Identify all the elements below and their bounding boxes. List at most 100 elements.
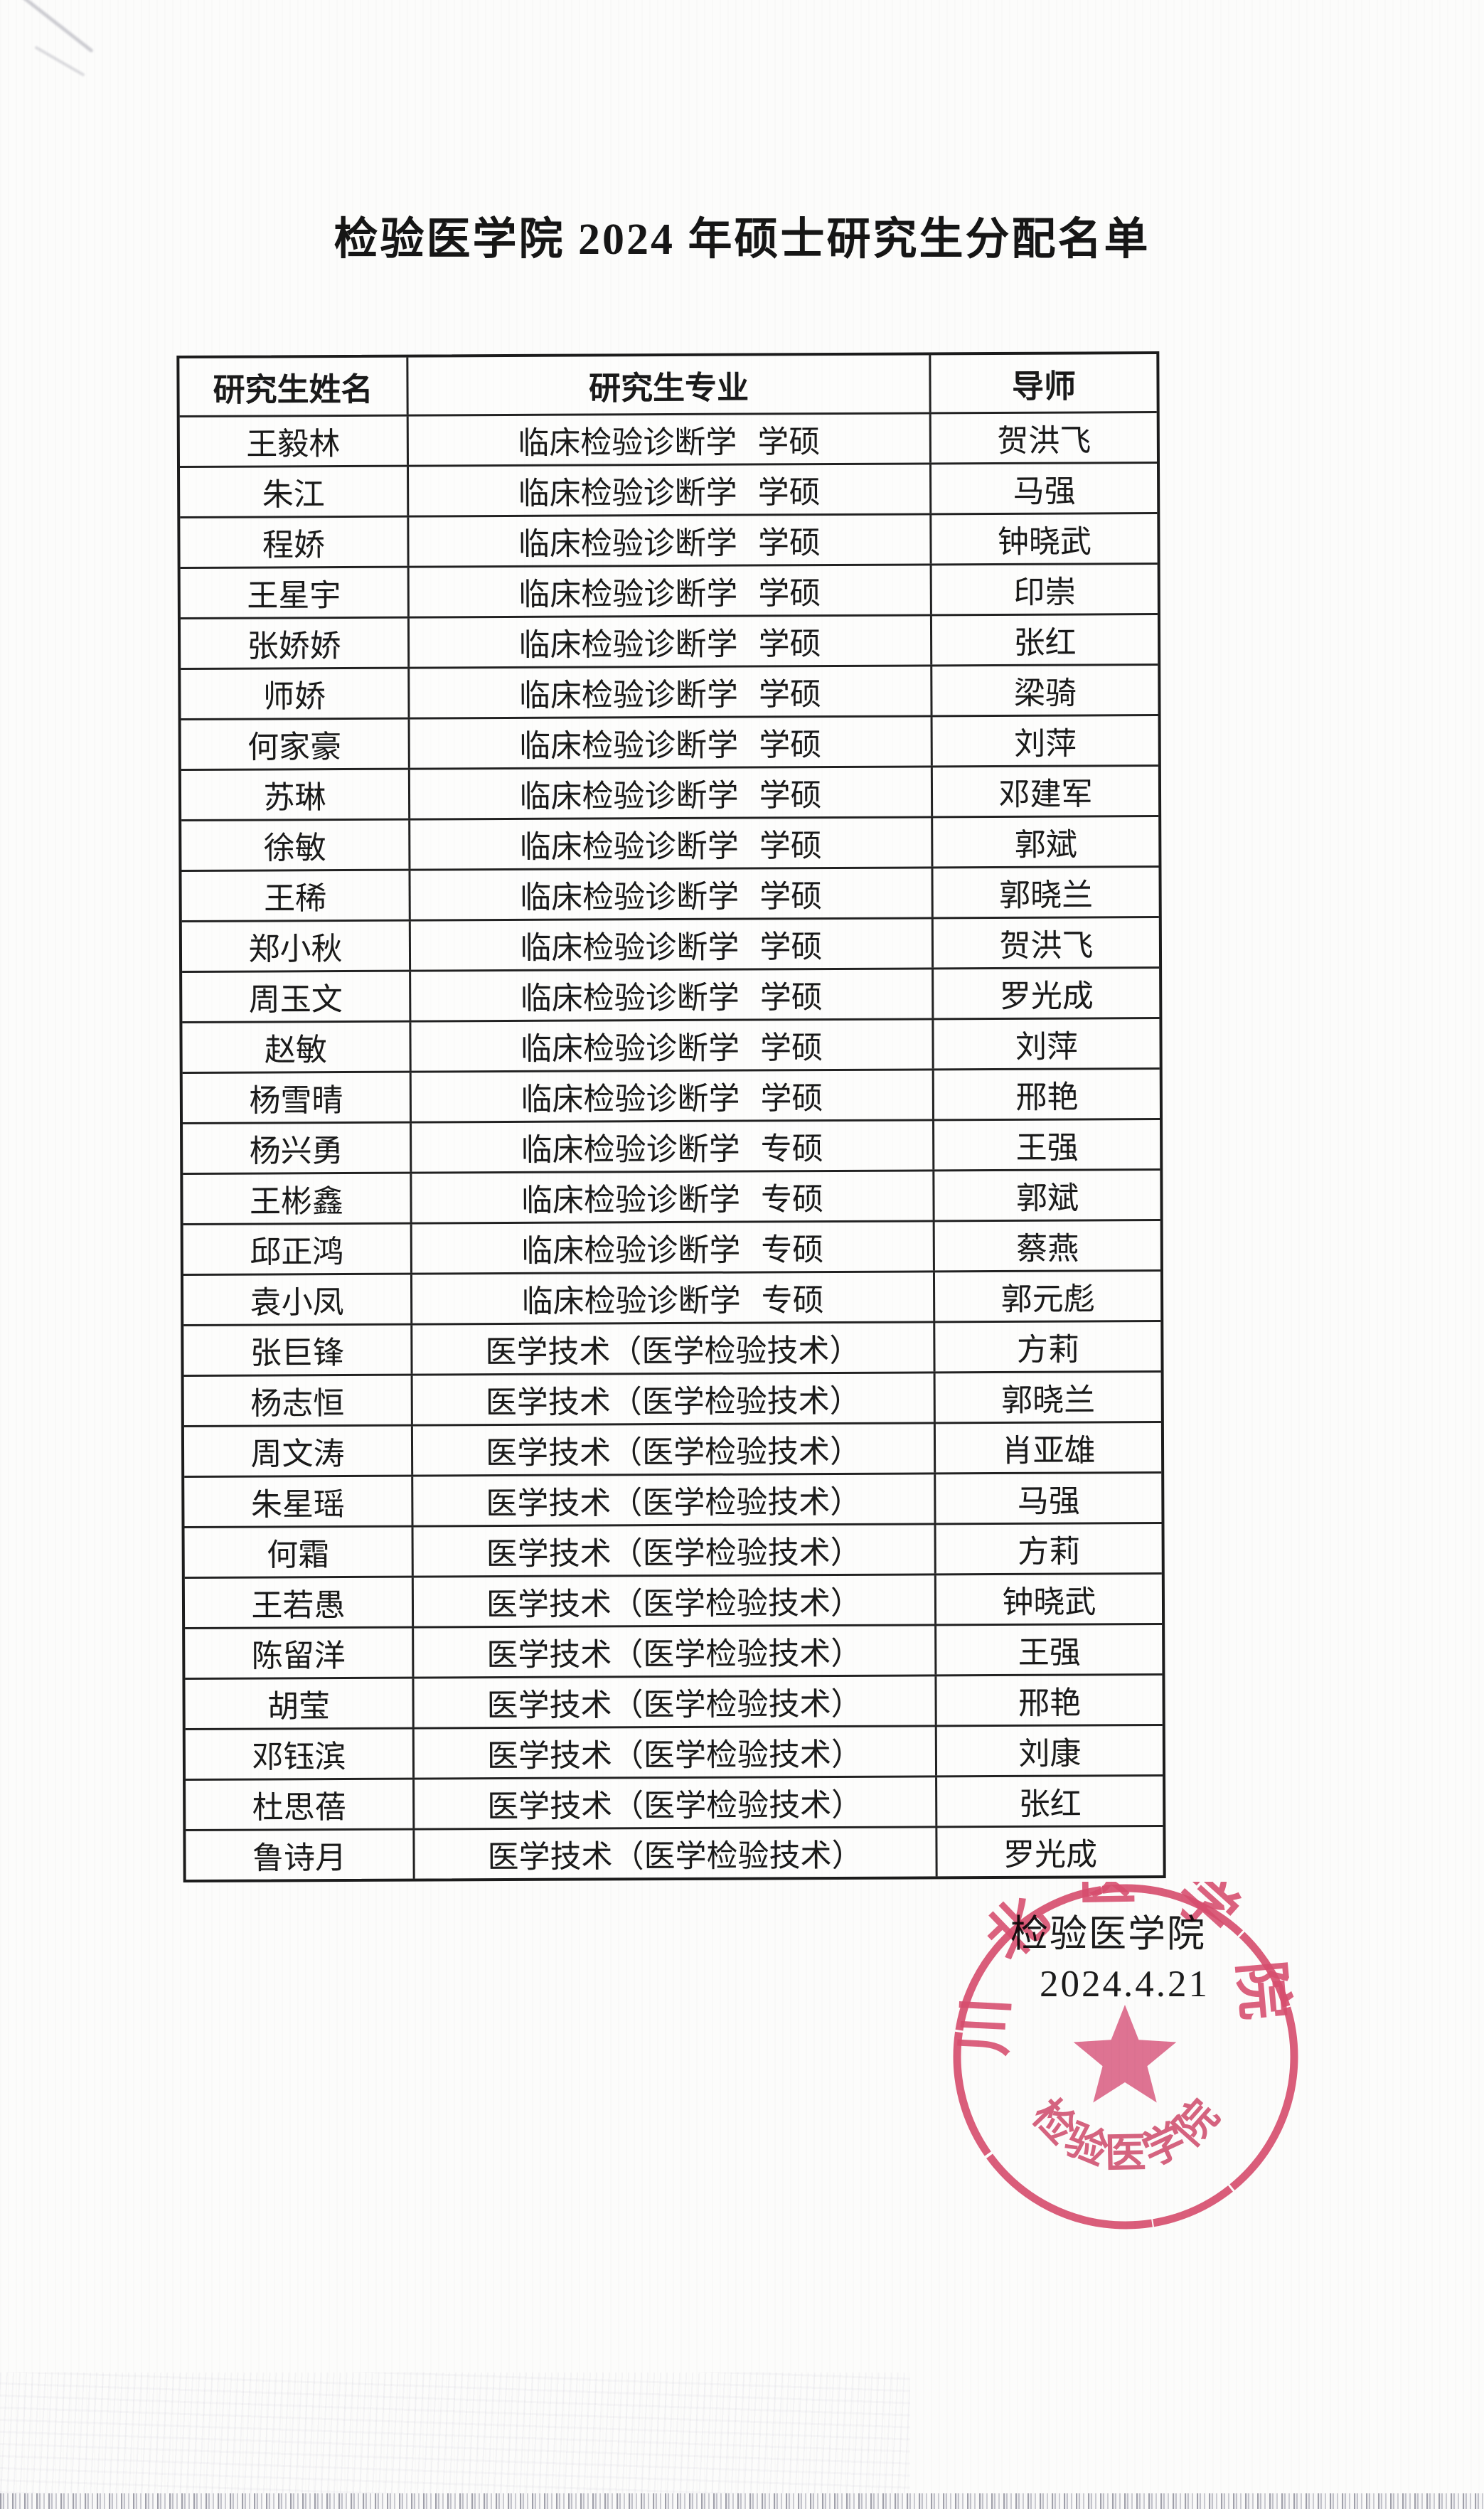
advisor-cell: 蔡燕 bbox=[1016, 1231, 1079, 1267]
table-row: 程娇 临床检验诊断学 学硕 钟晓武 bbox=[180, 512, 1158, 568]
table-row: 朱星瑶 医学技术（医学检验技术） 马强 bbox=[184, 1471, 1162, 1526]
advisor-cell: 方莉 bbox=[1016, 1332, 1080, 1368]
table-row: 赵敏 临床检验诊断学 学硕 刘萍 bbox=[182, 1017, 1160, 1072]
stamp-typed-date: 2024.4.21 bbox=[1040, 1964, 1210, 2005]
student-name-cell: 周玉文 bbox=[182, 971, 412, 1021]
table-row: 王毅林 临床检验诊断学 学硕 贺洪飞 bbox=[179, 411, 1157, 467]
table-row: 郑小秋 临床检验诊断学 学硕 贺洪飞 bbox=[181, 916, 1160, 971]
table-header-row: 研究生姓名 研究生专业 导师 bbox=[179, 354, 1156, 416]
major-cell: 临床检验诊断学 学硕 bbox=[409, 565, 932, 617]
student-name-cell: 王稀 bbox=[181, 870, 411, 921]
major-cell: 临床检验诊断学 学硕 bbox=[410, 868, 934, 920]
student-name-cell: 邓钰滨 bbox=[185, 1729, 415, 1779]
seal-star-icon bbox=[1073, 2005, 1177, 2103]
student-name-cell: 杨志恒 bbox=[183, 1375, 413, 1425]
table-row: 张娇娇 临床检验诊断学 学硕 张红 bbox=[180, 613, 1158, 668]
student-name-cell: 王毅林 bbox=[179, 416, 409, 467]
table-row: 杜思蓓 医学技术（医学检验技术） 张红 bbox=[186, 1774, 1163, 1829]
student-name-cell: 师娇 bbox=[181, 668, 410, 719]
document-title: 检验医学院 2024 年硕士研究生分配名单 bbox=[333, 215, 1151, 264]
advisor-cell: 邢艳 bbox=[1015, 1080, 1079, 1115]
table-row: 胡莹 医学技术（医学检验技术） 邢艳 bbox=[185, 1673, 1163, 1728]
student-name-cell: 郑小秋 bbox=[181, 921, 412, 971]
table-row: 徐敏 临床检验诊断学 学硕 郭斌 bbox=[181, 815, 1159, 870]
student-name-cell: 杨雪晴 bbox=[182, 1072, 412, 1122]
table-row: 杨雪晴 临床检验诊断学 学硕 邢艳 bbox=[182, 1067, 1160, 1122]
major-cell: 医学技术（医学检验技术） bbox=[412, 1373, 936, 1424]
advisor-cell: 刘萍 bbox=[1015, 1029, 1079, 1065]
advisor-cell: 郭斌 bbox=[1014, 827, 1077, 863]
advisor-cell: 张红 bbox=[1013, 625, 1077, 661]
seal-ring bbox=[953, 1884, 1298, 2230]
table-row: 杨志恒 医学技术（医学检验技术） 郭晓兰 bbox=[183, 1370, 1161, 1425]
table-row: 王彬鑫 临床检验诊断学 专硕 郭斌 bbox=[183, 1168, 1160, 1223]
student-name-cell: 周文涛 bbox=[183, 1426, 414, 1476]
scan-smudge bbox=[18, 0, 94, 53]
major-cell: 医学技术（医学检验技术） bbox=[414, 1727, 938, 1778]
table-row: 张巨锋 医学技术（医学检验技术） 方莉 bbox=[183, 1319, 1161, 1375]
table-row: 苏琳 临床检验诊断学 学硕 邓建军 bbox=[181, 765, 1159, 820]
advisor-cell: 马强 bbox=[1013, 474, 1076, 509]
major-cell: 医学技术（医学检验技术） bbox=[415, 1828, 938, 1879]
major-cell: 临床检验诊断学 学硕 bbox=[410, 767, 934, 819]
advisor-cell: 马强 bbox=[1017, 1483, 1080, 1519]
student-name-cell: 胡莹 bbox=[185, 1678, 415, 1728]
advisor-cell: 郭晓兰 bbox=[999, 878, 1094, 913]
major-cell: 临床检验诊断学 学硕 bbox=[410, 666, 933, 718]
student-name-cell: 程娇 bbox=[180, 517, 410, 568]
major-cell: 医学技术（医学检验技术） bbox=[412, 1424, 936, 1475]
major-cell: 医学技术（医学检验技术） bbox=[412, 1323, 936, 1374]
student-name-cell: 袁小凤 bbox=[183, 1274, 413, 1324]
student-name-cell: 张娇娇 bbox=[180, 618, 410, 668]
student-name-cell: 赵敏 bbox=[182, 1022, 412, 1072]
student-name-cell: 杨兴勇 bbox=[183, 1123, 412, 1173]
table-row: 周文涛 医学技术（医学检验技术） 肖亚雄 bbox=[183, 1420, 1162, 1476]
scan-noise-speckle bbox=[0, 2372, 910, 2493]
advisor-cell: 肖亚雄 bbox=[1001, 1433, 1096, 1469]
major-cell: 临床检验诊断学 学硕 bbox=[408, 414, 931, 465]
advisor-cell: 郭元彪 bbox=[1000, 1282, 1095, 1317]
advisor-cell: 郭晓兰 bbox=[1001, 1383, 1096, 1418]
student-name-cell: 鲁诗月 bbox=[186, 1830, 415, 1880]
student-name-cell: 邱正鸿 bbox=[183, 1224, 412, 1274]
student-name-cell: 苏琳 bbox=[181, 769, 411, 820]
major-cell: 医学技术（医学检验技术） bbox=[413, 1575, 937, 1626]
advisor-cell: 王强 bbox=[1018, 1635, 1081, 1671]
major-cell: 临床检验诊断学 学硕 bbox=[411, 1020, 934, 1071]
scan-noise-band bbox=[0, 2493, 1484, 2509]
student-name-cell: 王星宇 bbox=[180, 568, 410, 618]
student-name-cell: 朱江 bbox=[180, 467, 410, 517]
table-row: 袁小凤 临床检验诊断学 专硕 郭元彪 bbox=[183, 1269, 1161, 1324]
major-cell: 临床检验诊断学 学硕 bbox=[410, 919, 934, 970]
table-row: 邓钰滨 医学技术（医学检验技术） 刘康 bbox=[185, 1723, 1163, 1779]
advisor-cell: 邓建军 bbox=[998, 777, 1093, 812]
table-row: 何霜 医学技术（医学检验技术） 方莉 bbox=[184, 1521, 1162, 1577]
advisor-cell: 郭斌 bbox=[1015, 1181, 1079, 1216]
table-row: 朱江 临床检验诊断学 学硕 马强 bbox=[179, 462, 1158, 517]
table-row: 周玉文 临床检验诊断学 学硕 罗光成 bbox=[182, 966, 1160, 1021]
student-name-cell: 王彬鑫 bbox=[183, 1173, 412, 1223]
major-cell: 临床检验诊断学 学硕 bbox=[409, 515, 932, 566]
advisor-cell: 罗光成 bbox=[1003, 1837, 1098, 1873]
table-row: 邱正鸿 临床检验诊断学 专硕 蔡燕 bbox=[183, 1219, 1160, 1274]
table-row: 王若愚 医学技术（医学检验技术） 钟晓武 bbox=[184, 1572, 1163, 1627]
advisor-cell: 张红 bbox=[1018, 1786, 1082, 1822]
student-name-cell: 杜思蓓 bbox=[186, 1779, 415, 1829]
major-cell: 医学技术（医学检验技术） bbox=[415, 1777, 938, 1828]
major-cell: 临床检验诊断学 学硕 bbox=[411, 1070, 935, 1122]
major-cell: 临床检验诊断学 专硕 bbox=[412, 1171, 935, 1222]
major-cell: 临床检验诊断学 学硕 bbox=[410, 717, 933, 768]
student-name-cell: 陈留洋 bbox=[185, 1628, 415, 1678]
table-row: 师娇 临床检验诊断学 学硕 梁骑 bbox=[181, 664, 1158, 719]
major-cell: 临床检验诊断学 学硕 bbox=[409, 616, 933, 667]
student-name-cell: 何霜 bbox=[184, 1527, 414, 1577]
seal-bottom-text: 检验医学院 bbox=[1024, 2089, 1231, 2177]
major-cell: 临床检验诊断学 专硕 bbox=[412, 1272, 936, 1323]
advisor-cell: 方莉 bbox=[1018, 1534, 1081, 1570]
advisor-cell: 贺洪飞 bbox=[997, 423, 1091, 459]
column-header-major: 研究生专业 bbox=[408, 355, 931, 415]
table-row: 何家豪 临床检验诊断学 学硕 刘萍 bbox=[181, 714, 1158, 769]
advisor-cell: 印崇 bbox=[1013, 575, 1077, 610]
advisor-cell: 王强 bbox=[1015, 1130, 1079, 1166]
